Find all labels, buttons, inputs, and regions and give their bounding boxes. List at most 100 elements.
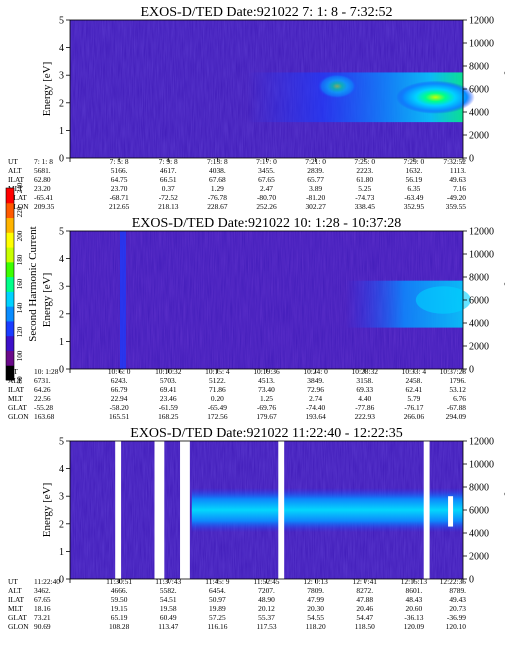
table-cell: 7:13: 8: [207, 157, 228, 166]
table-cell: 4.40: [358, 394, 371, 403]
table-cell: 228.67: [207, 202, 228, 211]
table-row-label: GLON: [8, 622, 29, 631]
table-row-label: MLT: [8, 604, 23, 613]
y2-tick-label: 12000: [469, 227, 494, 238]
table-cell: -63.49: [404, 193, 423, 202]
table-cell: 266.06: [404, 412, 425, 421]
y2-tick-label: 0: [469, 575, 474, 586]
table-cell: -65.41: [34, 193, 53, 202]
table-cell: 54.47: [356, 613, 373, 622]
table-cell: 62.80: [34, 175, 51, 184]
colorbar-segment: [6, 306, 14, 322]
table-cell: 20.73: [449, 604, 466, 613]
table-cell: 10:19:36: [253, 367, 280, 376]
table-cell: 47.88: [356, 595, 373, 604]
table-cell: 120.10: [446, 622, 467, 631]
table-cell: 3462.: [34, 586, 51, 595]
colorbar-tick-label: 180: [16, 254, 24, 265]
table-cell: 57.25: [209, 613, 226, 622]
emission-peak: [396, 80, 475, 114]
y2-tick-label: 6000: [469, 506, 489, 517]
table-cell: 2.74: [309, 394, 322, 403]
table-cell: 7:17: 0: [256, 157, 277, 166]
table-cell: 73.40: [258, 385, 275, 394]
ephemeris-table: UT 7: 1: 8 7: 5: 8 7: 9: 8 7:13: 8 7:17: 0 7:2…: [8, 157, 466, 211]
table-cell: 12: 0:13: [303, 577, 328, 586]
table-cell: 5681.: [34, 166, 51, 175]
table-cell: 10: 1:28: [34, 367, 59, 376]
table-cell: 5166.: [111, 166, 128, 175]
data-gap: [154, 441, 165, 579]
y-tick-label: 3: [59, 492, 64, 503]
table-cell: 5122.: [209, 376, 226, 385]
table-row-label: MLT: [8, 394, 23, 403]
table-cell: 23.20: [34, 184, 51, 193]
y-tick-label: 2: [59, 98, 64, 109]
table-cell: -61.59: [159, 403, 178, 412]
colorbar-segment: [6, 320, 14, 337]
table-cell: 64.26: [34, 385, 51, 394]
colorbar-tick-label: 80: [16, 376, 24, 384]
y2-tick-label: 12000: [469, 16, 494, 27]
table-cell: 4666.: [111, 586, 128, 595]
table-row-label: UT: [8, 577, 18, 586]
table-cell: 66.51: [160, 175, 177, 184]
table-cell: 48.90: [258, 595, 275, 604]
table-cell: 60.49: [160, 613, 177, 622]
table-cell: 22.56: [34, 394, 51, 403]
table-cell: 1632.: [406, 166, 423, 175]
table-cell: 23.70: [111, 184, 128, 193]
emission-peak: [415, 286, 471, 314]
table-cell: 168.25: [158, 412, 179, 421]
table-cell: 7: 5: 8: [110, 157, 129, 166]
table-cell: 7:25: 0: [354, 157, 375, 166]
table-cell: 7: 1: 8: [34, 157, 53, 166]
table-cell: 1.29: [211, 184, 224, 193]
colorbar: 80 100 120 140 160 180 200 220 240 Second Harmoni…: [5, 182, 39, 384]
table-cell: 7:32:52: [443, 157, 466, 166]
table-cell: 118.20: [306, 622, 326, 631]
table-cell: 302.27: [305, 202, 326, 211]
y2-tick-label: 2000: [469, 342, 489, 353]
table-cell: 11:52:45: [253, 577, 279, 586]
table-cell: 113.47: [158, 622, 178, 631]
y-tick-label: 1: [59, 337, 64, 348]
table-cell: 18.16: [34, 604, 51, 613]
data-gap: [278, 441, 285, 579]
table-cell: 218.13: [158, 202, 179, 211]
table-cell: 65.77: [307, 175, 324, 184]
table-cell: 7: 9: 8: [159, 157, 178, 166]
table-cell: 10:37:28: [440, 367, 467, 376]
table-cell: 19.15: [111, 604, 128, 613]
table-cell: 6454.: [209, 586, 226, 595]
table-cell: 212.65: [109, 202, 130, 211]
table-cell: 10:33: 4: [402, 367, 427, 376]
table-cell: 61.80: [356, 175, 373, 184]
data-gap: [448, 496, 454, 527]
colorbar-frame: [5, 187, 15, 381]
table-cell: 6243.: [111, 376, 128, 385]
table-cell: 8789.: [449, 586, 466, 595]
y2-tick-label: 10000: [469, 460, 494, 471]
table-cell: 20.12: [258, 604, 275, 613]
table-cell: -76.78: [208, 193, 227, 202]
table-cell: 67.68: [209, 175, 226, 184]
colorbar-tick-label: 100: [16, 350, 24, 361]
table-cell: 108.28: [109, 622, 130, 631]
y-tick-label: 4: [59, 254, 64, 265]
table-cell: -69.76: [257, 403, 276, 412]
table-cell: 23.46: [160, 394, 177, 403]
y-tick-label: 5: [59, 437, 64, 448]
table-cell: 5582.: [160, 586, 177, 595]
table-cell: 1.25: [260, 394, 273, 403]
y-axis-label: Energy [eV]: [41, 273, 53, 327]
y-tick-label: 5: [59, 227, 64, 238]
table-cell: 165.51: [109, 412, 130, 421]
colorbar-label: Second Harmonic Current: [27, 226, 39, 341]
y2-tick-label: 8000: [469, 62, 489, 73]
table-row-label: ILAT: [8, 385, 24, 394]
colorbar-segment: [6, 261, 14, 278]
y-tick-label: 3: [59, 71, 64, 82]
colorbar-tick-label: 240: [16, 182, 24, 193]
